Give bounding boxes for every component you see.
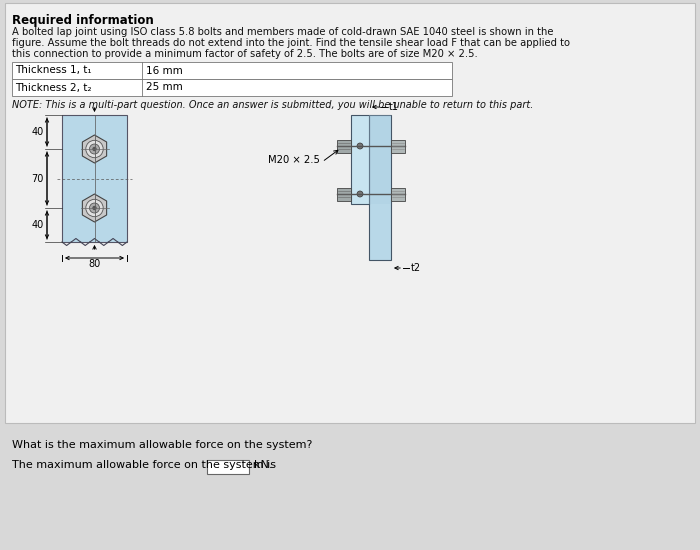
Text: figure. Assume the bolt threads do not extend into the joint. Find the tensile s: figure. Assume the bolt threads do not e… <box>12 38 570 48</box>
Text: What is the maximum allowable force on the system?: What is the maximum allowable force on t… <box>12 440 312 450</box>
Bar <box>337 140 351 152</box>
Text: M20 × 2.5: M20 × 2.5 <box>268 155 320 165</box>
Text: 16 mm: 16 mm <box>146 65 183 75</box>
Bar <box>12 62 452 79</box>
Bar <box>207 460 249 474</box>
Text: 80: 80 <box>88 259 101 269</box>
Bar <box>62 115 127 242</box>
Text: 25 mm: 25 mm <box>146 82 183 92</box>
Circle shape <box>357 143 363 149</box>
Polygon shape <box>83 194 106 222</box>
Bar <box>5 3 695 423</box>
Bar <box>391 140 405 152</box>
Polygon shape <box>83 135 106 163</box>
Circle shape <box>90 203 99 213</box>
Circle shape <box>357 191 363 197</box>
Text: 40: 40 <box>32 220 44 230</box>
Text: Thickness 1, t₁: Thickness 1, t₁ <box>15 65 92 75</box>
Text: Required information: Required information <box>12 14 154 27</box>
Circle shape <box>86 140 103 158</box>
Bar <box>369 115 391 260</box>
Text: A bolted lap joint using ISO class 5.8 bolts and members made of cold-drawn SAE : A bolted lap joint using ISO class 5.8 b… <box>12 27 554 37</box>
Text: t2: t2 <box>411 263 421 273</box>
Text: this connection to provide a minimum factor of safety of 2.5. The bolts are of s: this connection to provide a minimum fac… <box>12 49 477 59</box>
Circle shape <box>86 199 103 217</box>
Text: kN.: kN. <box>254 460 272 470</box>
Text: 70: 70 <box>32 173 44 184</box>
Bar <box>391 188 405 201</box>
Text: 40: 40 <box>32 127 44 137</box>
Circle shape <box>93 147 96 151</box>
Text: Thickness 2, t₂: Thickness 2, t₂ <box>15 82 92 92</box>
Circle shape <box>93 206 96 210</box>
Circle shape <box>90 144 99 154</box>
Bar <box>337 188 351 201</box>
Text: t1: t1 <box>389 102 399 112</box>
Bar <box>12 79 452 96</box>
Text: The maximum allowable force on the system is: The maximum allowable force on the syste… <box>12 460 276 470</box>
Text: NOTE: This is a multi-part question. Once an answer is submitted, you will be un: NOTE: This is a multi-part question. Onc… <box>12 100 533 110</box>
Bar <box>351 115 369 204</box>
Bar <box>369 115 391 204</box>
